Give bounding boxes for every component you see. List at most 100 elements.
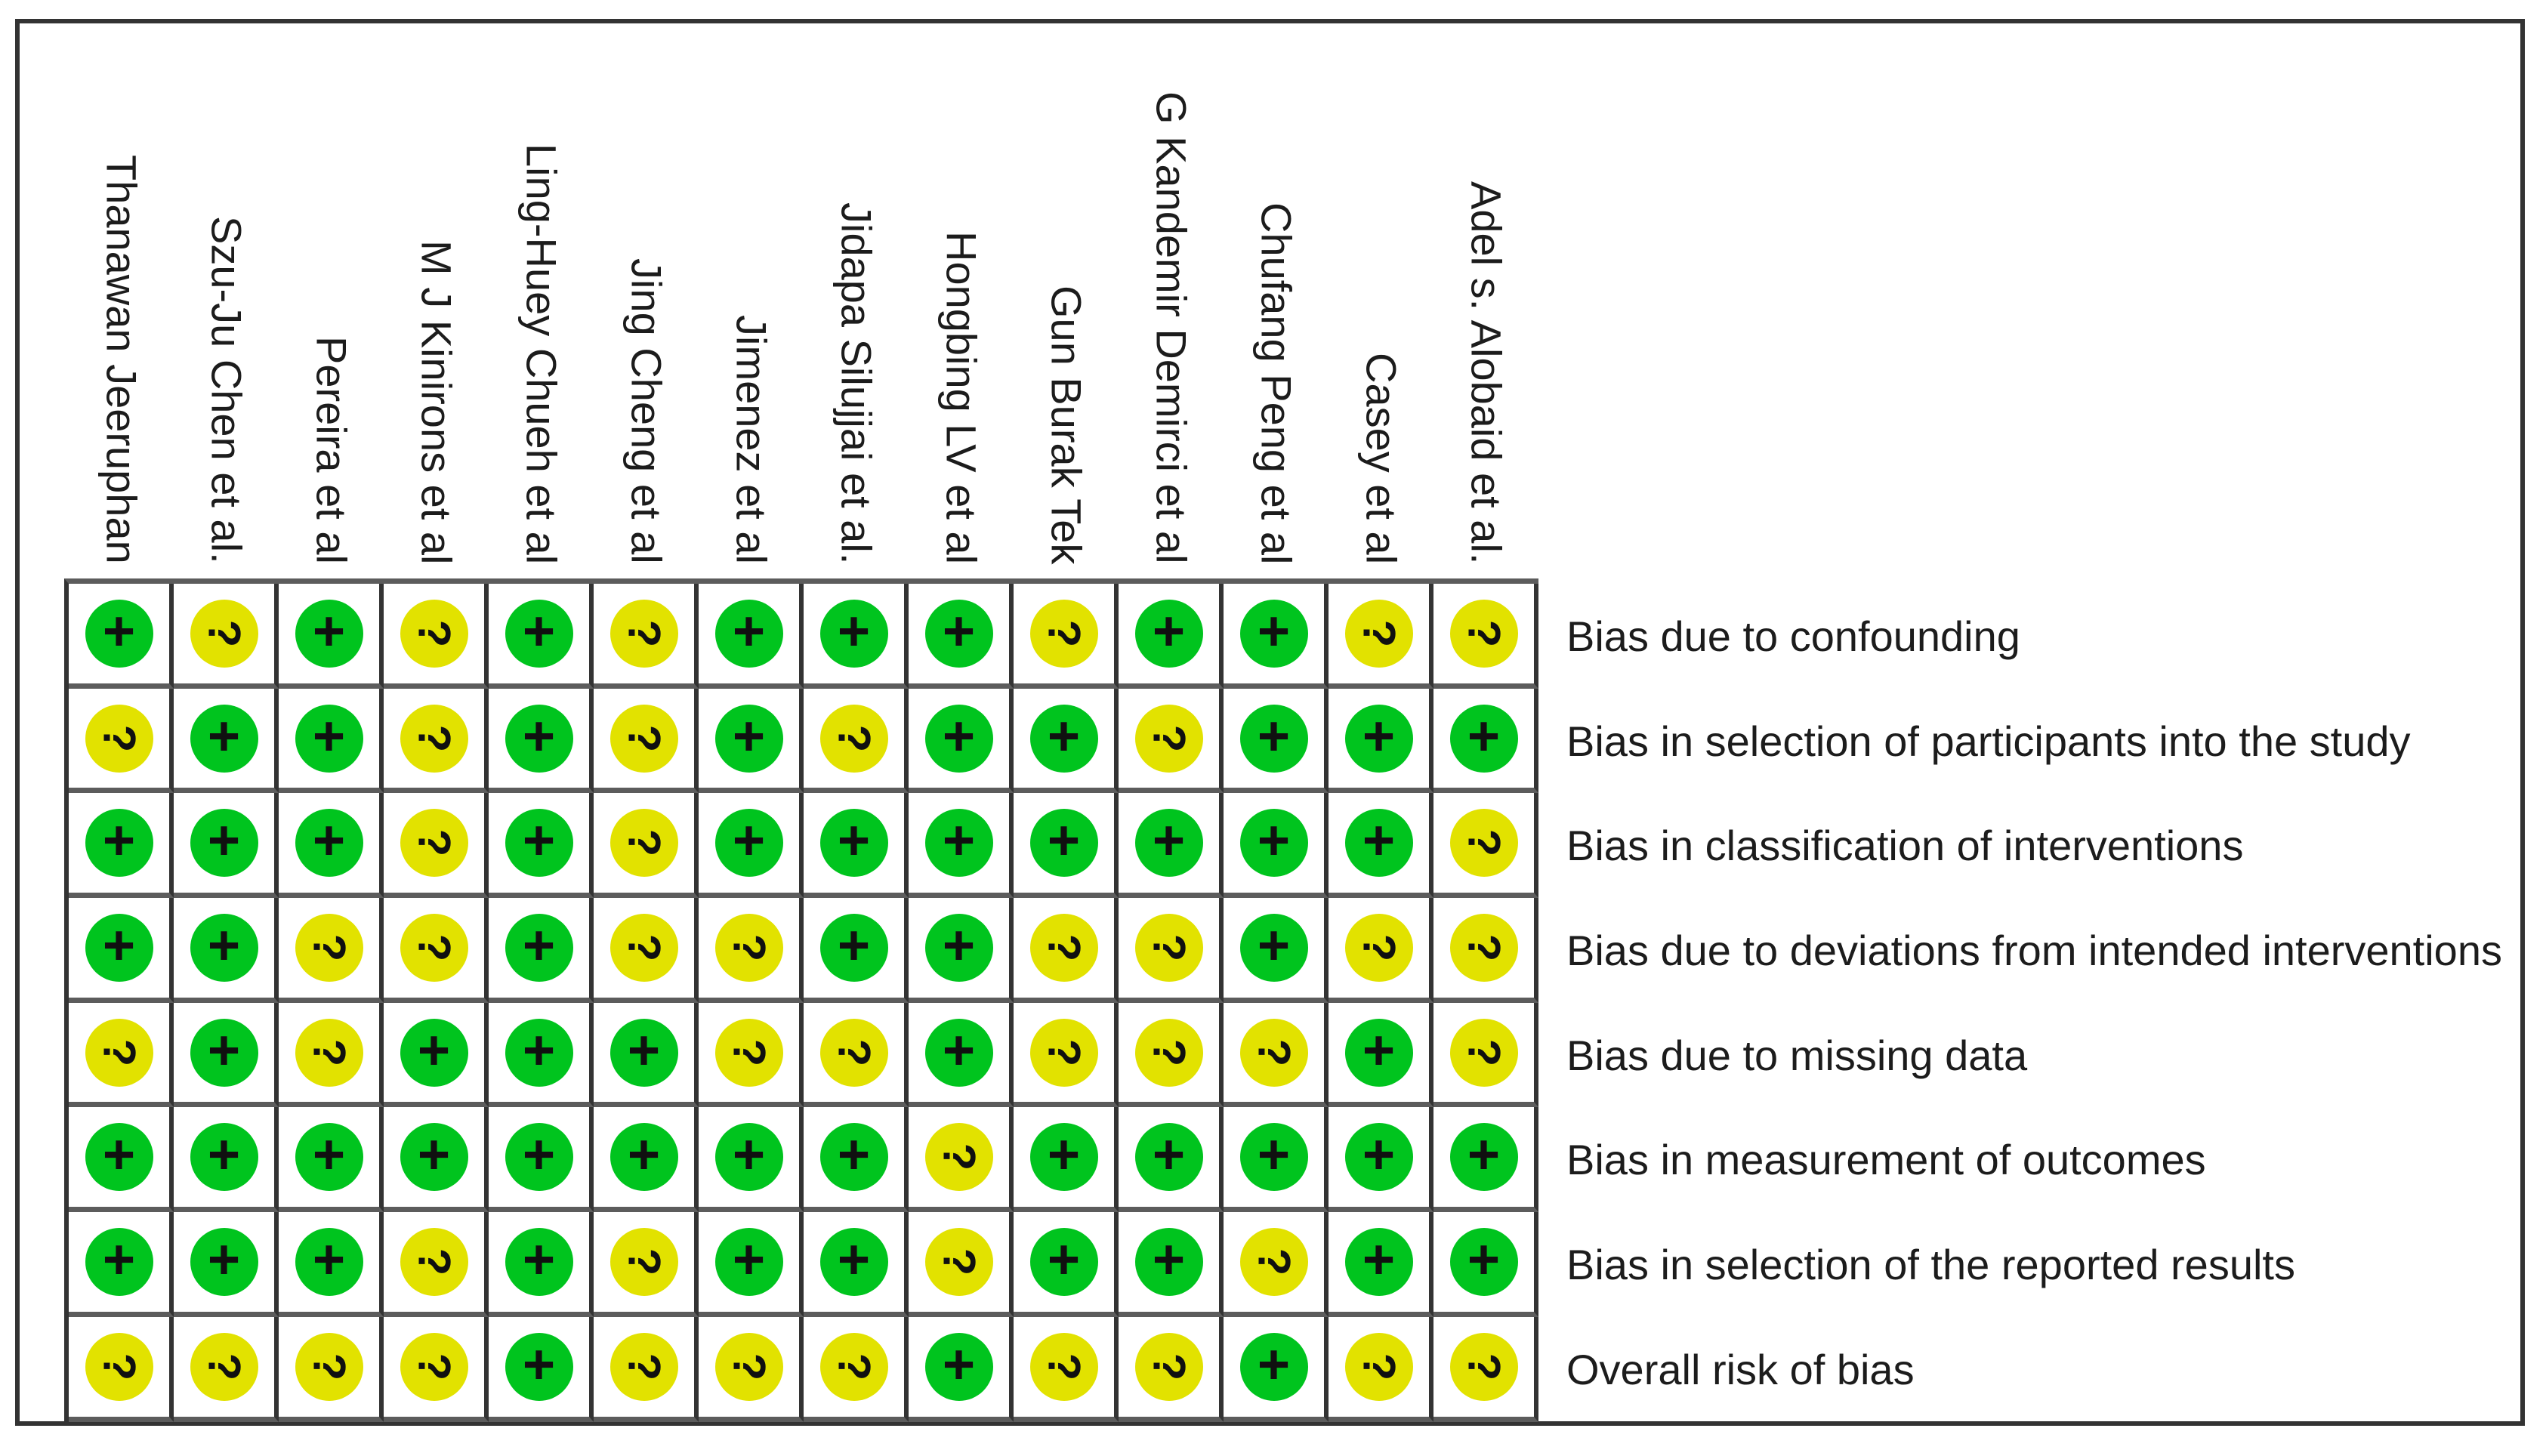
question-judgement-icon: ?	[1449, 599, 1518, 668]
judgement-symbol: +	[1362, 704, 1396, 767]
plus-judgement-icon: +	[1449, 1227, 1518, 1296]
plus-judgement-icon: +	[819, 599, 888, 668]
plus-judgement-icon: +	[505, 913, 573, 982]
domain-label: Bias due to deviations from intended int…	[1566, 926, 2502, 974]
study-name: Adel s. Alobaid et al.	[1462, 180, 1511, 564]
judgement-symbol: +	[837, 809, 871, 872]
judgement-symbol: +	[1257, 599, 1291, 662]
question-judgement-icon: ?	[609, 809, 678, 878]
rob-cell: +	[594, 1107, 699, 1213]
rob-cell: +	[909, 793, 1014, 899]
rob-cell: +	[699, 584, 804, 689]
rob-cell: +	[1014, 1212, 1119, 1317]
rob-cell: +	[594, 1002, 699, 1108]
plus-judgement-icon: +	[190, 913, 258, 982]
judgement-symbol: +	[942, 1332, 976, 1396]
rob-cell: ?	[1014, 898, 1119, 1003]
judgement-symbol: ?	[1248, 1248, 1300, 1276]
rob-cell: ?	[1433, 1316, 1538, 1422]
study-name: Jing Cheng et al	[622, 258, 671, 564]
rob-cell: +	[279, 1212, 384, 1317]
question-judgement-icon: ?	[400, 809, 468, 878]
plus-judgement-icon: +	[1029, 1123, 1098, 1192]
question-judgement-icon: ?	[609, 704, 678, 773]
study-header: Hongbing LV et al	[909, 31, 1014, 569]
rob-cell: ?	[909, 1107, 1014, 1213]
rob-cell: ?	[1224, 1002, 1329, 1108]
domain-label: Bias due to confounding	[1566, 612, 2020, 660]
judgement-symbol: +	[522, 599, 556, 662]
judgement-symbol: ?	[1353, 619, 1405, 648]
study-name: Jimenez et al	[727, 315, 776, 564]
plus-judgement-icon: +	[85, 913, 153, 982]
plus-judgement-icon: +	[714, 1227, 783, 1296]
rob-cell: ?	[1014, 584, 1119, 689]
question-judgement-icon: ?	[924, 1123, 993, 1192]
judgement-symbol: +	[1362, 1123, 1396, 1186]
judgement-symbol: +	[627, 1018, 661, 1081]
rob-cell: ?	[1119, 1002, 1224, 1108]
plus-judgement-icon: +	[505, 1227, 573, 1296]
plus-judgement-icon: +	[85, 809, 153, 878]
judgement-symbol: +	[312, 704, 346, 767]
plus-judgement-icon: +	[1344, 1227, 1413, 1296]
rob-cell: ?	[594, 1212, 699, 1317]
question-judgement-icon: ?	[714, 1332, 783, 1401]
judgement-symbol: +	[732, 599, 766, 662]
question-judgement-icon: ?	[295, 1332, 363, 1401]
study-name: Gun Burak Tek	[1042, 285, 1091, 564]
rob-cell: +	[1224, 584, 1329, 689]
judgement-symbol: +	[1152, 1227, 1186, 1291]
plus-judgement-icon: +	[505, 1123, 573, 1192]
rob-cell: +	[699, 688, 804, 794]
rob-cell: ?	[69, 1002, 174, 1108]
question-judgement-icon: ?	[400, 1332, 468, 1401]
study-header: Ling-Huey Chueh et al	[489, 31, 594, 569]
judgement-symbol: +	[942, 599, 976, 662]
plus-judgement-icon: +	[295, 704, 363, 773]
question-judgement-icon: ?	[85, 1018, 153, 1087]
rob-cell: ?	[1433, 793, 1538, 899]
study-name: G Kandemir Demirci et al	[1147, 91, 1196, 564]
rob-cell: +	[1329, 1002, 1433, 1108]
figure-border: Thanawan Jeeruphan Szu-Ju Chen et al. Pere…	[15, 19, 2525, 1426]
judgement-symbol: +	[312, 599, 346, 662]
domain-label: Bias in selection of participants into t…	[1566, 717, 2411, 765]
judgement-symbol: ?	[1038, 1353, 1090, 1380]
rob-cell: ?	[804, 1316, 909, 1422]
rob-cell: ?	[594, 688, 699, 794]
rob-cell: +	[1224, 898, 1329, 1003]
judgement-symbol: +	[732, 704, 766, 767]
plus-judgement-icon: +	[924, 1018, 993, 1087]
judgement-symbol: +	[1047, 1227, 1081, 1291]
question-judgement-icon: ?	[1449, 913, 1518, 982]
rob-cell: +	[1224, 688, 1329, 794]
judgement-symbol: ?	[1248, 1038, 1300, 1066]
judgement-symbol: ?	[1458, 828, 1510, 857]
rob-cell: ?	[1224, 1212, 1329, 1317]
judgement-symbol: ?	[304, 933, 355, 962]
rob-cell: +	[384, 1002, 489, 1108]
judgement-symbol: ?	[619, 724, 670, 752]
plus-judgement-icon: +	[924, 599, 993, 668]
question-judgement-icon: ?	[819, 1332, 888, 1401]
rob-cell: +	[1433, 1107, 1538, 1213]
judgement-symbol: +	[207, 913, 241, 976]
rob-cell: +	[489, 1316, 594, 1422]
rob-cell: +	[174, 898, 279, 1003]
judgement-symbol: ?	[409, 933, 460, 962]
plus-judgement-icon: +	[819, 1123, 888, 1192]
plus-judgement-icon: +	[819, 809, 888, 878]
plus-judgement-icon: +	[1029, 1227, 1098, 1296]
rob-cell: ?	[1119, 898, 1224, 1003]
judgement-symbol: +	[942, 704, 976, 767]
plus-judgement-icon: +	[505, 704, 573, 773]
question-judgement-icon: ?	[1134, 913, 1203, 982]
plus-judgement-icon: +	[1239, 599, 1308, 668]
judgement-symbol: +	[207, 809, 241, 872]
rob-cell: +	[174, 1002, 279, 1108]
judgement-symbol: ?	[829, 1353, 880, 1380]
rob-cell: +	[1224, 1107, 1329, 1213]
judgement-symbol: +	[837, 599, 871, 662]
judgement-symbol: ?	[1038, 1038, 1090, 1066]
